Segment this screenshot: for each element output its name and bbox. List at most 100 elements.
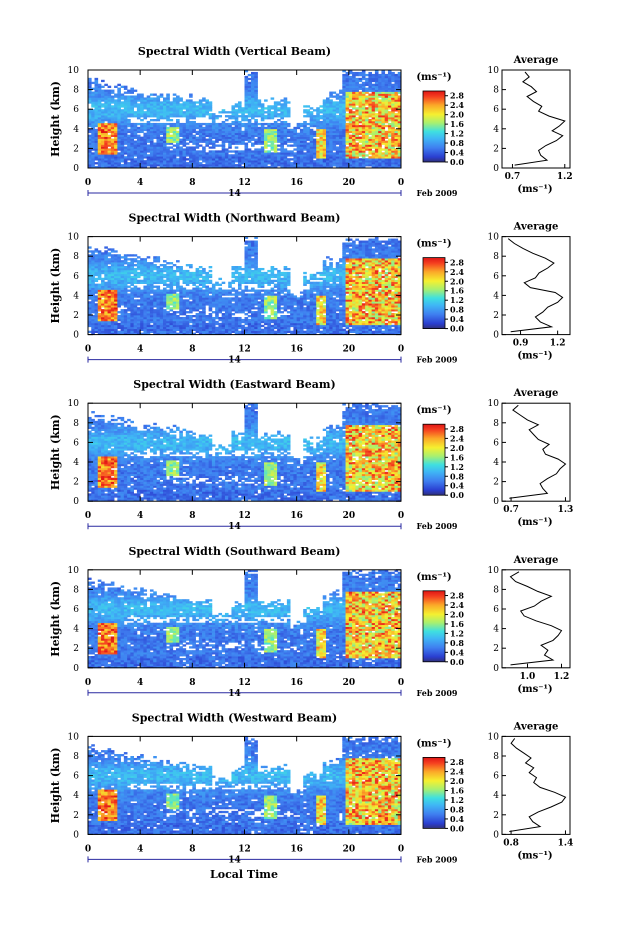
heatmap-cell bbox=[280, 107, 284, 110]
heatmap-cell bbox=[342, 160, 346, 163]
heatmap-cell bbox=[306, 166, 311, 169]
heatmap-cell bbox=[335, 95, 340, 98]
heatmap-cell bbox=[149, 287, 154, 290]
heatmap-cell bbox=[91, 154, 95, 157]
heatmap-cell bbox=[218, 162, 223, 165]
heatmap-cell bbox=[234, 326, 239, 330]
heatmap-cell bbox=[140, 107, 144, 110]
heatmap-cell bbox=[117, 283, 121, 286]
heatmap-cell bbox=[127, 320, 131, 324]
heatmap-cell bbox=[365, 115, 369, 118]
heatmap-cell bbox=[254, 158, 258, 161]
heatmap-cell bbox=[332, 140, 337, 143]
heatmap-cell bbox=[107, 89, 112, 92]
heatmap-cell bbox=[355, 103, 359, 106]
heatmap-cell bbox=[140, 301, 144, 304]
heatmap-cell bbox=[202, 128, 206, 132]
heatmap-cell bbox=[195, 138, 200, 141]
heatmap-cell bbox=[91, 252, 95, 255]
heatmap-cell bbox=[208, 160, 213, 163]
heatmap-cell bbox=[189, 293, 193, 296]
heatmap-cell bbox=[107, 285, 112, 288]
heatmap-cell bbox=[162, 160, 167, 163]
heatmap-cell bbox=[306, 134, 311, 137]
heatmap-cell bbox=[143, 122, 148, 126]
heatmap-cell bbox=[140, 326, 144, 330]
heatmap-cell bbox=[169, 322, 174, 326]
heatmap-cell bbox=[280, 111, 284, 114]
heatmap-cell bbox=[88, 87, 92, 90]
heatmap-cell bbox=[166, 283, 170, 286]
heatmap-cell bbox=[241, 307, 245, 310]
heatmap-cell bbox=[205, 152, 209, 155]
heatmap-cell bbox=[120, 277, 125, 281]
heatmap-cell bbox=[133, 330, 138, 333]
heatmap-cell bbox=[179, 320, 183, 324]
heatmap-cell bbox=[130, 150, 134, 153]
heatmap-cell bbox=[381, 70, 386, 73]
heatmap-cell bbox=[91, 287, 95, 290]
heatmap-cell bbox=[384, 140, 389, 143]
heatmap-cell bbox=[244, 318, 249, 322]
heatmap-cell bbox=[117, 164, 121, 167]
heatmap-cell bbox=[309, 138, 314, 141]
heatmap-cell bbox=[335, 115, 340, 118]
heatmap-cell bbox=[345, 150, 350, 153]
heatmap-cell bbox=[162, 140, 167, 143]
heatmap-cell bbox=[120, 97, 125, 100]
heatmap-cell bbox=[348, 148, 353, 151]
heatmap-cell bbox=[247, 99, 252, 102]
heatmap-cell bbox=[130, 87, 134, 90]
heatmap-cell bbox=[172, 115, 177, 118]
heatmap-cell bbox=[244, 328, 249, 332]
heatmap-cell bbox=[270, 144, 275, 147]
heatmap-cell bbox=[143, 136, 148, 139]
heatmap-cell bbox=[251, 138, 255, 141]
heatmap-cell bbox=[133, 89, 138, 92]
heatmap-cell bbox=[156, 275, 161, 279]
heatmap-cell bbox=[277, 115, 281, 118]
heatmap-cell bbox=[110, 256, 115, 259]
heatmap-cell bbox=[104, 275, 108, 279]
heatmap-cell bbox=[234, 277, 239, 281]
heatmap-cell bbox=[244, 85, 249, 88]
heatmap-cell bbox=[97, 301, 102, 304]
heatmap-cell bbox=[179, 105, 183, 108]
heatmap-cell bbox=[114, 142, 118, 145]
heatmap-cell bbox=[244, 301, 249, 304]
heatmap-cell bbox=[156, 115, 161, 118]
heatmap-cell bbox=[133, 260, 138, 263]
heatmap-cell bbox=[166, 291, 170, 294]
heatmap-cell bbox=[342, 115, 346, 118]
heatmap-cell bbox=[211, 156, 216, 159]
heatmap-cell bbox=[166, 105, 170, 108]
colorbar-tick-label: 1.2 bbox=[450, 129, 464, 139]
heatmap-cell bbox=[208, 305, 213, 308]
heatmap-cell bbox=[140, 279, 144, 283]
heatmap-cell bbox=[91, 311, 95, 314]
heatmap-cell bbox=[384, 119, 389, 122]
heatmap-cell bbox=[94, 79, 99, 83]
heatmap-cell bbox=[182, 326, 187, 330]
heatmap-cell bbox=[208, 301, 213, 304]
heatmap-cell bbox=[368, 158, 373, 161]
heatmap-cell bbox=[358, 140, 363, 143]
heatmap-cell bbox=[316, 150, 320, 153]
heatmap-cell bbox=[202, 105, 206, 108]
heatmap-cell bbox=[114, 293, 118, 296]
heatmap-cell bbox=[156, 267, 161, 271]
heatmap-cell bbox=[97, 134, 102, 137]
heatmap-cell bbox=[159, 115, 164, 118]
heatmap-cell bbox=[127, 328, 131, 332]
heatmap-cell bbox=[237, 166, 242, 169]
heatmap-cell bbox=[172, 324, 177, 328]
heatmap-cell bbox=[169, 320, 174, 324]
heatmap-cell bbox=[97, 313, 102, 316]
heatmap-cell bbox=[342, 142, 346, 145]
heatmap-cell bbox=[117, 142, 121, 145]
heatmap-cell bbox=[381, 85, 386, 88]
heatmap-cell bbox=[355, 91, 359, 94]
heatmap-cell bbox=[257, 130, 262, 134]
heatmap-cell bbox=[117, 115, 121, 118]
heatmap-cell bbox=[162, 301, 167, 304]
